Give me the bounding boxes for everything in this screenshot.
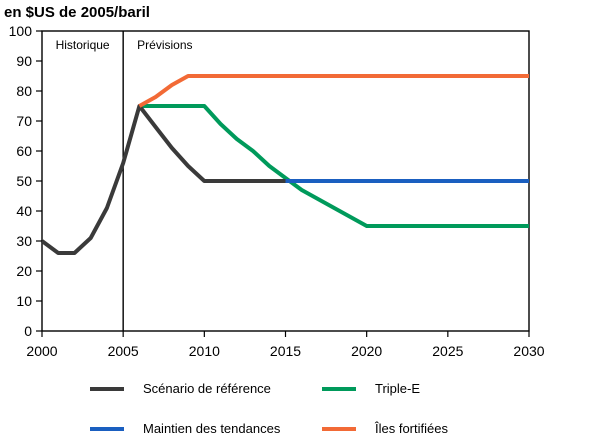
x-tick-label: 2020 <box>351 343 382 359</box>
x-tick-label: 2000 <box>26 343 57 359</box>
x-tick-label: 2015 <box>270 343 301 359</box>
y-tick-label: 60 <box>16 143 32 159</box>
chart-title: en $US de 2005/baril <box>4 4 150 21</box>
y-tick-label: 70 <box>16 113 32 129</box>
x-tick-label: 2005 <box>108 343 139 359</box>
y-tick-label: 80 <box>16 83 32 99</box>
period-label-historique: Historique <box>56 38 110 52</box>
series-line-scenario-de-reference <box>40 104 286 255</box>
y-tick-label: 20 <box>16 263 32 279</box>
y-tick-label: 0 <box>24 323 32 339</box>
y-tick-label: 10 <box>16 293 32 309</box>
series-layer <box>40 74 529 255</box>
period-label-previsions: Prévisions <box>137 38 192 52</box>
series-line-triple-e <box>139 104 529 228</box>
series-line-iles-fortifiees <box>138 74 529 108</box>
y-tick-label: 90 <box>16 53 32 69</box>
x-tick-label: 2030 <box>513 343 544 359</box>
y-tick-label: 100 <box>9 23 33 39</box>
y-tick-label: 50 <box>16 173 32 189</box>
legend-label-triple-e: Triple-E <box>375 381 420 396</box>
x-tick-label: 2010 <box>189 343 220 359</box>
x-tick-label: 2025 <box>432 343 463 359</box>
legend-label-maintien-des-tendances: Maintien des tendances <box>143 421 281 436</box>
legend-label-iles-fortifiees: Îles fortifiées <box>374 421 448 436</box>
y-tick-label: 40 <box>16 203 32 219</box>
legend-label-scenario-de-reference: Scénario de référence <box>143 381 271 396</box>
legend: Scénario de référence Triple-E Maintien de… <box>90 381 448 436</box>
y-tick-label: 30 <box>16 233 32 249</box>
